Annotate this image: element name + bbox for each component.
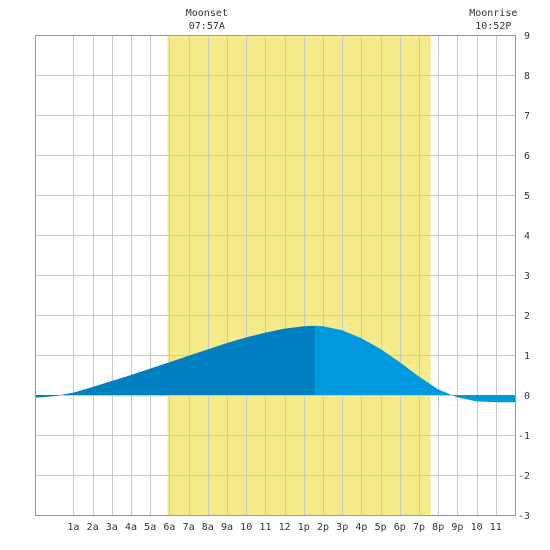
x-tick-label: 12 xyxy=(279,522,291,533)
y-tick-label: -2 xyxy=(518,471,530,482)
x-tick-label: 10 xyxy=(240,522,252,533)
y-tick-label: 6 xyxy=(524,151,530,162)
y-tick-label: 8 xyxy=(524,71,530,82)
tide-area-past xyxy=(35,325,316,398)
plot-frame xyxy=(35,35,516,516)
x-tick-label: 9p xyxy=(451,522,463,533)
x-tick-label: 4a xyxy=(125,522,137,533)
x-tick-label: 2p xyxy=(317,522,329,533)
moon-annotations: Moonset 07:57A Moonrise 10:52P xyxy=(186,8,518,32)
y-tick-label: 1 xyxy=(524,351,530,362)
x-tick-label: 9a xyxy=(221,522,233,533)
x-tick-label: 1p xyxy=(298,522,310,533)
tide-area xyxy=(35,325,515,403)
x-tick-labels: 1a 2a 3a 4a 5a 6a 7a 8a 9a 10 11 12 1p 2p 3p 4p 5p 6p 7p 8p… xyxy=(67,522,501,533)
moon-annotation-time: 07:57A xyxy=(189,21,225,32)
x-tick-label: 11 xyxy=(259,522,271,533)
x-tick-label: 7a xyxy=(183,522,195,533)
x-tick-label: 5p xyxy=(375,522,387,533)
tide-area-future xyxy=(315,325,515,403)
x-tick-label: 10 xyxy=(471,522,483,533)
y-tick-label: 0 xyxy=(524,391,530,402)
x-tick-label: 5a xyxy=(144,522,156,533)
x-tick-label: 7p xyxy=(413,522,425,533)
y-tick-label: 2 xyxy=(524,311,530,322)
x-tick-label: 8p xyxy=(432,522,444,533)
moon-annotation-time: 10:52P xyxy=(475,21,511,32)
y-tick-label: 3 xyxy=(524,271,530,282)
x-tick-label: 6a xyxy=(163,522,175,533)
moon-annotation-label: Moonrise xyxy=(469,8,517,19)
y-tick-label: -1 xyxy=(518,431,530,442)
x-tick-label: 11 xyxy=(490,522,502,533)
x-tick-label: 3p xyxy=(336,522,348,533)
y-tick-label: 4 xyxy=(524,231,530,242)
y-tick-label: -3 xyxy=(518,511,530,522)
x-tick-label: 4p xyxy=(355,522,367,533)
moon-annotation-label: Moonset xyxy=(186,8,228,19)
x-tick-label: 1a xyxy=(67,522,79,533)
x-tick-label: 8a xyxy=(202,522,214,533)
y-tick-label: 5 xyxy=(524,191,530,202)
x-tick-label: 3a xyxy=(106,522,118,533)
y-tick-labels: -3 -2 -1 0 1 2 3 4 5 6 7 8 9 xyxy=(518,31,530,522)
y-tick-label: 9 xyxy=(524,31,530,42)
x-tick-label: 6p xyxy=(394,522,406,533)
x-tick-label: 2a xyxy=(87,522,99,533)
y-tick-label: 7 xyxy=(524,111,530,122)
